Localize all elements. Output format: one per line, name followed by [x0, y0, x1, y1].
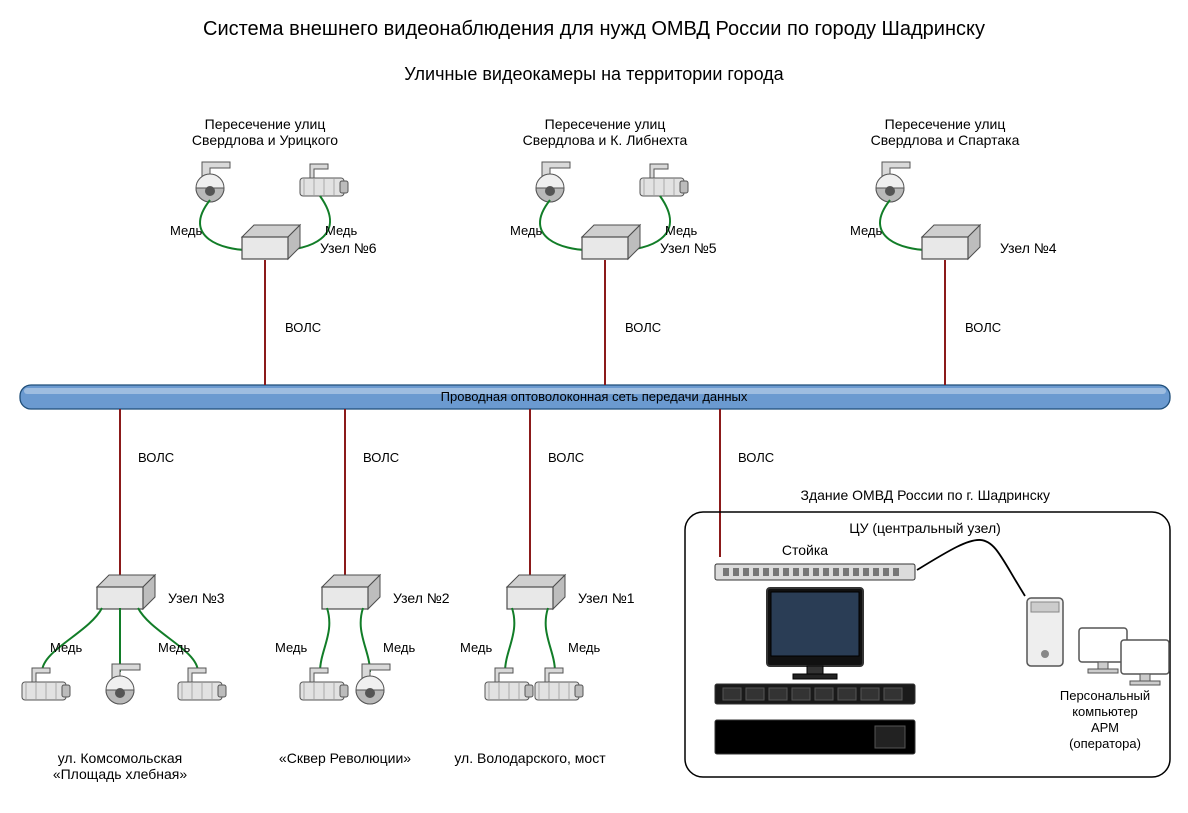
vols-label: ВОЛС: [363, 450, 399, 465]
copper-label: Медь: [383, 640, 415, 655]
pc-label: компьютер: [1072, 704, 1138, 719]
diagram-root: Система внешнего видеонаблюдения для нуж…: [0, 0, 1188, 813]
copper-label: Медь: [665, 223, 697, 238]
hub-label: Узел №6: [320, 240, 377, 256]
vols-label: ВОЛС: [548, 450, 584, 465]
backbone-label: Проводная оптоволоконная сеть передачи д…: [441, 389, 748, 404]
vols-label: ВОЛС: [625, 320, 661, 335]
bottom-caption: ул. Комсомольская: [58, 750, 183, 766]
cu-title: ЦУ (центральный узел): [849, 520, 1001, 536]
pc-label: (оператора): [1069, 736, 1141, 751]
hub-label: Узел №5: [660, 240, 717, 256]
copper-label: Медь: [158, 640, 190, 655]
top-caption: Пересечение улиц: [885, 116, 1006, 132]
vols-label: ВОЛС: [138, 450, 174, 465]
copper-label: Медь: [460, 640, 492, 655]
copper-label: Медь: [170, 223, 202, 238]
vols-label: ВОЛС: [965, 320, 1001, 335]
bottom-caption: «Площадь хлебная»: [53, 766, 187, 782]
bottom-caption: «Сквер Революции»: [279, 750, 411, 766]
vols-label: ВОЛС: [285, 320, 321, 335]
top-caption: Свердлова и Спартака: [871, 132, 1020, 148]
copper-label: Медь: [510, 223, 542, 238]
top-caption: Свердлова и Урицкого: [192, 132, 338, 148]
top-caption: Пересечение улиц: [545, 116, 666, 132]
page-title: Система внешнего видеонаблюдения для нуж…: [203, 18, 985, 41]
bottom-caption: ул. Володарского, мост: [454, 750, 605, 766]
vols-label: ВОЛС: [738, 450, 774, 465]
hub-label: Узел №3: [168, 590, 225, 606]
pc-label: АРМ: [1091, 720, 1119, 735]
hub-label: Узел №4: [1000, 240, 1057, 256]
top-caption: Пересечение улиц: [205, 116, 326, 132]
pc-label: Персональный: [1060, 688, 1150, 703]
hub-label: Узел №1: [578, 590, 635, 606]
rack-label: Стойка: [782, 542, 828, 558]
copper-label: Медь: [568, 640, 600, 655]
page-subtitle: Уличные видеокамеры на территории города: [404, 64, 783, 85]
copper-label: Медь: [50, 640, 82, 655]
building-label: Здание ОМВД России по г. Шадринску: [801, 487, 1050, 503]
copper-label: Медь: [325, 223, 357, 238]
hub-label: Узел №2: [393, 590, 450, 606]
copper-label: Медь: [275, 640, 307, 655]
top-caption: Свердлова и К. Либнехта: [523, 132, 688, 148]
copper-label: Медь: [850, 223, 882, 238]
